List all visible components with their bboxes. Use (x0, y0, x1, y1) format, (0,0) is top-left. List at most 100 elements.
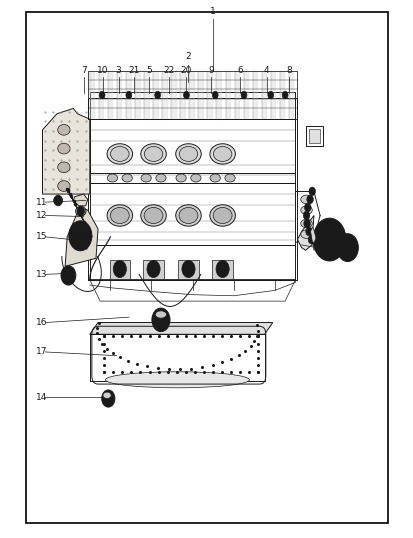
Text: 20: 20 (180, 66, 192, 75)
Circle shape (154, 91, 160, 99)
Text: 6: 6 (237, 66, 242, 75)
Ellipse shape (209, 205, 235, 226)
Ellipse shape (213, 208, 232, 223)
Circle shape (307, 235, 314, 244)
Ellipse shape (141, 174, 151, 182)
Text: 10: 10 (97, 66, 109, 75)
Ellipse shape (107, 205, 132, 226)
Circle shape (303, 211, 309, 220)
Ellipse shape (122, 174, 132, 182)
Circle shape (74, 227, 87, 244)
Text: 11: 11 (36, 197, 48, 207)
Polygon shape (65, 208, 98, 266)
Ellipse shape (300, 195, 311, 204)
Polygon shape (90, 322, 272, 334)
Ellipse shape (176, 144, 201, 164)
Polygon shape (297, 216, 313, 250)
Ellipse shape (213, 146, 231, 161)
Ellipse shape (300, 230, 311, 238)
Text: 22: 22 (163, 66, 174, 75)
Bar (308, 129, 319, 143)
Circle shape (102, 390, 115, 407)
Text: 14: 14 (36, 393, 47, 402)
Circle shape (181, 260, 195, 278)
Text: 18: 18 (317, 250, 329, 259)
Ellipse shape (209, 174, 220, 182)
Ellipse shape (140, 205, 166, 226)
Ellipse shape (176, 174, 186, 182)
Circle shape (126, 91, 131, 99)
Bar (305, 125, 322, 146)
Circle shape (282, 91, 287, 99)
Text: 17: 17 (36, 348, 48, 357)
Circle shape (305, 227, 311, 236)
Ellipse shape (110, 208, 129, 223)
Text: 9: 9 (208, 66, 214, 75)
Text: 5: 5 (146, 66, 152, 75)
Circle shape (99, 91, 105, 99)
Circle shape (69, 221, 92, 251)
Circle shape (312, 218, 345, 261)
Polygon shape (310, 227, 315, 243)
Ellipse shape (179, 146, 197, 161)
Circle shape (152, 308, 170, 331)
Circle shape (212, 91, 218, 99)
Ellipse shape (209, 144, 235, 164)
Circle shape (54, 195, 62, 206)
Circle shape (336, 233, 358, 261)
Polygon shape (43, 109, 90, 194)
Ellipse shape (57, 181, 70, 192)
Circle shape (267, 91, 273, 99)
Circle shape (64, 270, 73, 281)
Circle shape (306, 195, 313, 204)
Text: 7: 7 (81, 66, 86, 75)
Bar (212, 260, 233, 279)
Circle shape (104, 393, 112, 404)
Text: 15: 15 (36, 232, 48, 242)
Circle shape (147, 260, 160, 278)
Text: 2: 2 (185, 52, 191, 61)
Ellipse shape (144, 208, 163, 223)
Text: 16: 16 (36, 318, 48, 327)
Circle shape (216, 260, 229, 278)
Text: 21: 21 (128, 66, 139, 75)
Ellipse shape (110, 146, 129, 161)
Circle shape (113, 260, 126, 278)
Bar (26, 12, 387, 523)
Ellipse shape (57, 162, 70, 173)
Ellipse shape (224, 174, 235, 182)
Circle shape (303, 219, 310, 228)
Text: 12: 12 (36, 211, 47, 220)
Ellipse shape (105, 372, 249, 388)
Ellipse shape (190, 174, 201, 182)
Text: 1: 1 (210, 8, 216, 16)
Ellipse shape (103, 392, 111, 399)
Circle shape (340, 238, 354, 257)
Ellipse shape (300, 219, 311, 228)
Ellipse shape (107, 174, 117, 182)
Ellipse shape (144, 146, 162, 161)
Ellipse shape (54, 196, 62, 205)
Ellipse shape (178, 208, 197, 223)
Text: 3: 3 (115, 66, 121, 75)
Ellipse shape (300, 206, 311, 215)
Ellipse shape (57, 143, 70, 154)
Bar (178, 260, 198, 279)
Ellipse shape (76, 207, 85, 216)
Circle shape (61, 266, 76, 285)
Bar (143, 260, 164, 279)
Text: 19: 19 (346, 250, 357, 259)
Polygon shape (73, 194, 88, 206)
Ellipse shape (155, 174, 166, 182)
Circle shape (317, 224, 340, 254)
Ellipse shape (57, 124, 70, 135)
Bar (109, 260, 130, 279)
Circle shape (77, 207, 84, 216)
Circle shape (308, 187, 315, 196)
Circle shape (183, 91, 189, 99)
Circle shape (155, 313, 166, 327)
Circle shape (240, 91, 246, 99)
Ellipse shape (155, 311, 166, 318)
Text: 8: 8 (286, 66, 292, 75)
Ellipse shape (176, 205, 201, 226)
